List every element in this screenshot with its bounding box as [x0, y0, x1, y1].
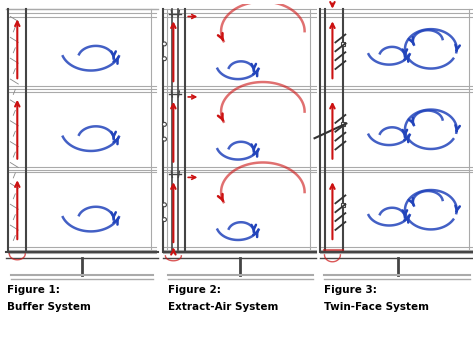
Bar [341, 203, 346, 207]
Text: Twin-Face System: Twin-Face System [325, 302, 429, 312]
Text: Figure 1:: Figure 1: [8, 285, 60, 295]
Bar [341, 122, 346, 126]
Text: Figure 2:: Figure 2: [168, 285, 221, 295]
Text: Figure 3:: Figure 3: [325, 285, 377, 295]
Text: Buffer System: Buffer System [8, 302, 91, 312]
Bar [341, 42, 346, 46]
Circle shape [163, 42, 166, 46]
Circle shape [163, 57, 166, 61]
Circle shape [163, 218, 166, 222]
Circle shape [163, 203, 166, 207]
Circle shape [163, 122, 166, 126]
Text: Extract-Air System: Extract-Air System [168, 302, 279, 312]
Circle shape [163, 137, 166, 141]
